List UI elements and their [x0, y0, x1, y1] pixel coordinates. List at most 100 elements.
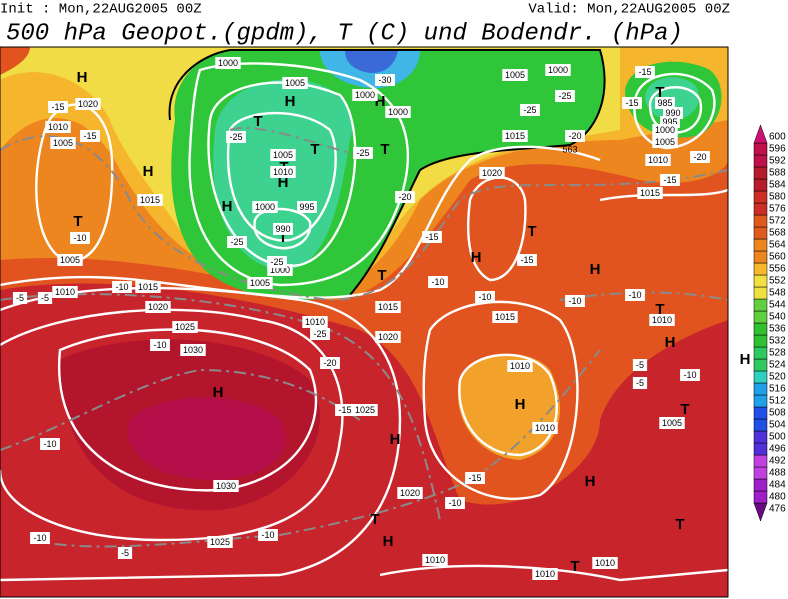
isotherm-label: -5 — [636, 360, 644, 370]
isobar-label-box — [352, 404, 378, 416]
colorbar-cell — [753, 310, 768, 324]
isobar-label: 1005 — [273, 150, 293, 160]
isobar-label: 1015 — [138, 282, 158, 292]
isobar-label: 1005 — [285, 78, 305, 88]
isobar — [633, 72, 716, 150]
pressure-center: T — [655, 301, 664, 318]
colorbar-label: 568 — [769, 228, 786, 239]
isobar-label: 1010 — [535, 569, 555, 579]
colorbar-cell — [753, 358, 768, 372]
pressure-center: H — [77, 69, 88, 86]
colorbar-cell — [753, 406, 768, 420]
isobar-label-box — [270, 166, 296, 178]
isotherm-label-box — [335, 404, 355, 416]
colorbar-cell — [753, 478, 768, 492]
isobar-label-box — [180, 344, 206, 356]
pressure-center: H — [740, 351, 751, 368]
colorbar-label: 572 — [769, 216, 786, 227]
pressure-center: H — [471, 249, 482, 266]
colorbar-label: 476 — [769, 504, 786, 515]
isotherm-label: -5 — [16, 293, 24, 303]
isobar-label-box — [270, 149, 296, 161]
isotherm-label-box — [690, 151, 710, 163]
isotherm-label: -15 — [625, 98, 638, 108]
colorbar-label: 564 — [769, 240, 786, 251]
isobar-label-box — [52, 286, 78, 298]
isotherm-label-box — [395, 191, 415, 203]
isotherm-label: -15 — [638, 67, 651, 77]
pressure-center: H — [375, 93, 386, 110]
isotherm — [559, 291, 728, 301]
isobar-label-box — [247, 277, 273, 289]
colorbar-label: 584 — [769, 180, 786, 191]
isobar-label-box — [492, 311, 518, 323]
pressure-center: T — [377, 267, 386, 284]
colorbar-label: 592 — [769, 156, 786, 167]
isotherm-label: -5 — [121, 548, 129, 558]
colorbar-cell — [753, 286, 768, 300]
isobar-label-box — [75, 98, 101, 110]
isobar-label: 1010 — [305, 317, 325, 327]
isobar-label: 1000 — [388, 107, 408, 117]
isobar — [0, 145, 601, 299]
map-labels: HHHTTTTHHTTHTHHTTHHTHHHHTHTTT10001005100… — [12, 57, 751, 580]
isobar-label-box — [649, 314, 675, 326]
pressure-center: H — [213, 384, 224, 401]
isotherm-label: -5 — [636, 378, 644, 388]
pressure-center: H — [222, 198, 233, 215]
isobar-label: 1005 — [250, 278, 270, 288]
isobar-label-box — [297, 201, 317, 213]
isobar-label: 1010 — [648, 155, 668, 165]
pressure-center: H — [585, 473, 596, 490]
isobar — [379, 564, 728, 582]
isobar-label: 990 — [665, 108, 680, 118]
field-magenta — [128, 397, 287, 480]
colorbar-label: 516 — [769, 384, 786, 395]
isobar-label: 1025 — [210, 537, 230, 547]
isotherm-label: -10 — [568, 296, 581, 306]
isobar-label: 1005 — [53, 138, 73, 148]
isobar-label-box — [422, 554, 448, 566]
colorbar-cell — [753, 346, 768, 360]
isotherm-label: -15 — [663, 175, 676, 185]
isobar-label-box — [655, 97, 675, 109]
isobar-label: 1005 — [60, 255, 80, 265]
colorbar-cell — [753, 142, 768, 156]
isotherm-label-box — [625, 289, 645, 301]
colorbar-cell — [753, 502, 768, 522]
isotherm-label: -10 — [261, 530, 274, 540]
pressure-center: T — [655, 84, 664, 101]
isobar-label: 1025 — [355, 405, 375, 415]
isobar-label: 1020 — [482, 168, 502, 178]
isotherm-label-box — [310, 328, 330, 340]
map-title: 500 hPa Geopot.(gpdm), T (C) und Bodendr… — [6, 20, 683, 47]
isobar-label-box — [592, 557, 618, 569]
colorbar-label: 488 — [769, 468, 786, 479]
isobar-label: 1020 — [400, 488, 420, 498]
isobar-label: 1005 — [662, 418, 682, 428]
colorbar-label: 524 — [769, 360, 786, 371]
isotherm-label-box — [475, 291, 495, 303]
colorbar-cell — [753, 214, 768, 228]
isobar-label: 1000 — [218, 58, 238, 68]
isobar-label-box — [145, 301, 171, 313]
isobar-label: 1020 — [78, 99, 98, 109]
colorbar-label: 496 — [769, 444, 786, 455]
isotherm-label: -10 — [478, 292, 491, 302]
colorbar-cell — [753, 250, 768, 264]
init-time: Init : Mon,22AUG2005 00Z — [0, 2, 202, 18]
pressure-center: T — [570, 558, 579, 575]
isobar-label-box — [385, 106, 411, 118]
isotherm-label: -10 — [448, 498, 461, 508]
colorbar-label: 536 — [769, 324, 786, 335]
pressure-center: T — [680, 401, 689, 418]
colorbar-cell — [753, 394, 768, 408]
colorbar-cell — [753, 202, 768, 216]
pressure-center: H — [390, 431, 401, 448]
isotherm-label: -25 — [523, 105, 536, 115]
isotherm-label-box — [70, 232, 90, 244]
isotherm-label: -25 — [270, 257, 283, 267]
pressure-center: H — [278, 174, 289, 191]
colorbar-cell — [753, 442, 768, 456]
